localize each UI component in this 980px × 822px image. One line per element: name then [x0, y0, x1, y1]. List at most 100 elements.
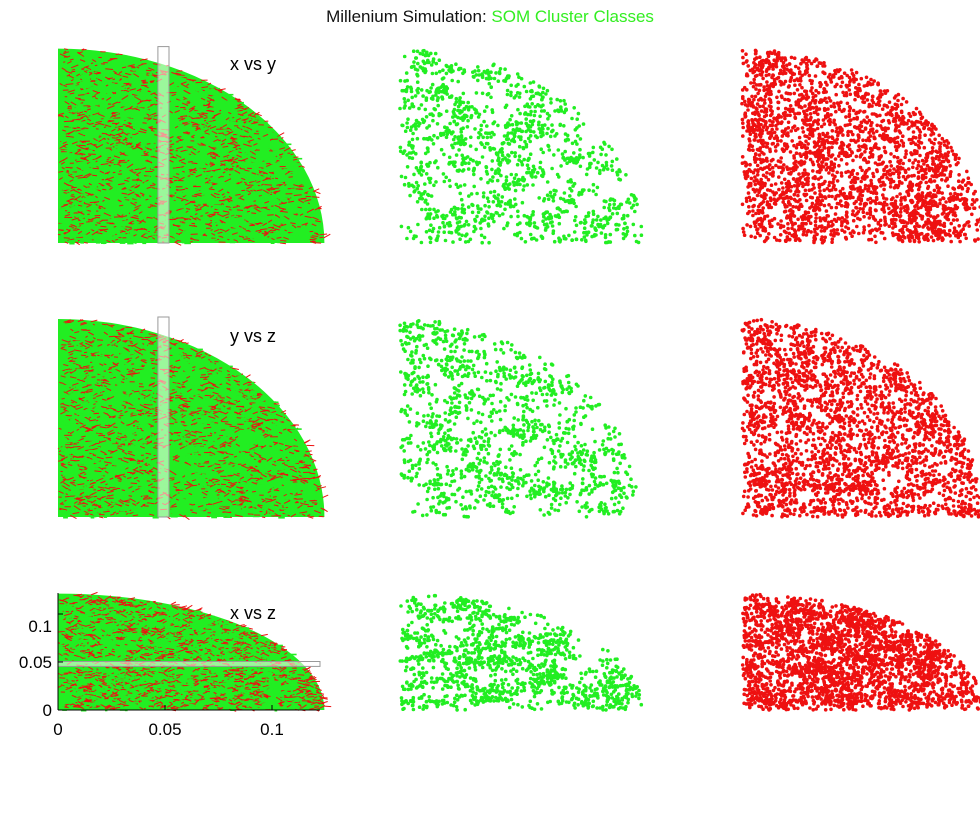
- red-point: [249, 205, 257, 207]
- green-point: [208, 150, 214, 152]
- data-point: [417, 106, 421, 111]
- data-point: [784, 230, 788, 235]
- data-point: [792, 56, 797, 60]
- data-point: [878, 133, 882, 138]
- data-point: [846, 203, 850, 207]
- data-point: [957, 156, 961, 161]
- red-point: [95, 160, 98, 163]
- data-point: [572, 106, 576, 110]
- data-point: [482, 119, 486, 124]
- data-point: [415, 80, 420, 84]
- data-point: [839, 223, 844, 228]
- data-point: [503, 67, 507, 71]
- data-point: [829, 205, 834, 210]
- green-point: [151, 148, 158, 151]
- green-point: [94, 236, 102, 238]
- red-point: [191, 162, 198, 165]
- data-point: [496, 123, 500, 128]
- red-point: [206, 151, 213, 155]
- data-point: [843, 123, 848, 128]
- data-point: [557, 175, 561, 179]
- green-point: [195, 188, 202, 191]
- data-point: [451, 137, 456, 142]
- data-point: [926, 184, 931, 189]
- data-point: [498, 67, 503, 71]
- green-point: [184, 142, 188, 144]
- data-point: [541, 90, 545, 95]
- data-point: [572, 151, 576, 155]
- green-point: [243, 220, 247, 222]
- data-point: [472, 184, 477, 189]
- data-point: [456, 79, 461, 84]
- data-point: [415, 68, 420, 72]
- green-point: [191, 188, 197, 191]
- data-point: [621, 236, 626, 241]
- data-point: [399, 224, 404, 229]
- data-point: [429, 86, 433, 90]
- data-point: [528, 152, 533, 156]
- green-point: [68, 240, 76, 242]
- green-point: [106, 155, 113, 157]
- green-point: [193, 213, 196, 215]
- data-point: [444, 71, 449, 76]
- data-point: [865, 211, 869, 216]
- green-point: [103, 134, 107, 137]
- data-point: [868, 134, 873, 138]
- data-point: [509, 131, 514, 135]
- red-point: [312, 216, 319, 221]
- red-point: [76, 188, 80, 191]
- green-point: [128, 111, 132, 113]
- green-point: [113, 162, 118, 164]
- data-point: [492, 219, 496, 224]
- data-point: [861, 138, 865, 142]
- data-point: [842, 191, 846, 196]
- red-point: [267, 214, 274, 216]
- red-point: [90, 62, 94, 65]
- green-point: [240, 240, 243, 242]
- red-point: [105, 68, 114, 70]
- green-point: [70, 73, 74, 76]
- green-point: [59, 240, 65, 243]
- green-point: [99, 130, 103, 132]
- green-point: [273, 157, 279, 160]
- green-point: [268, 236, 273, 238]
- red-point: [311, 235, 319, 237]
- data-point: [858, 185, 862, 190]
- green-point: [126, 136, 131, 139]
- data-point: [517, 75, 521, 79]
- data-point: [543, 123, 547, 127]
- green-point: [113, 96, 116, 99]
- green-point: [290, 171, 297, 174]
- green-point: [177, 211, 180, 214]
- data-point: [808, 112, 813, 116]
- data-point: [631, 222, 636, 227]
- green-point: [110, 83, 115, 85]
- red-point: [247, 112, 255, 116]
- data-point: [878, 124, 883, 128]
- red-point: [283, 215, 290, 220]
- data-point: [518, 230, 522, 235]
- red-point: [109, 133, 116, 137]
- data-point: [500, 141, 505, 146]
- data-point: [868, 212, 873, 217]
- data-point: [535, 170, 540, 175]
- red-point: [82, 195, 86, 199]
- data-point: [751, 213, 755, 218]
- green-point: [110, 163, 114, 166]
- red-point: [291, 224, 297, 229]
- data-point: [813, 191, 817, 195]
- data-point: [516, 107, 520, 112]
- red-point: [65, 166, 73, 169]
- green-point: [199, 217, 207, 219]
- data-point: [787, 84, 791, 88]
- green-point: [137, 223, 143, 226]
- green-point: [277, 218, 284, 221]
- green-point: [114, 146, 120, 149]
- red-point: [62, 52, 66, 55]
- red-point: [79, 223, 84, 225]
- red-point: [211, 130, 218, 135]
- data-point: [509, 114, 514, 118]
- data-point: [874, 240, 878, 245]
- data-point: [777, 187, 781, 192]
- green-point: [124, 197, 130, 200]
